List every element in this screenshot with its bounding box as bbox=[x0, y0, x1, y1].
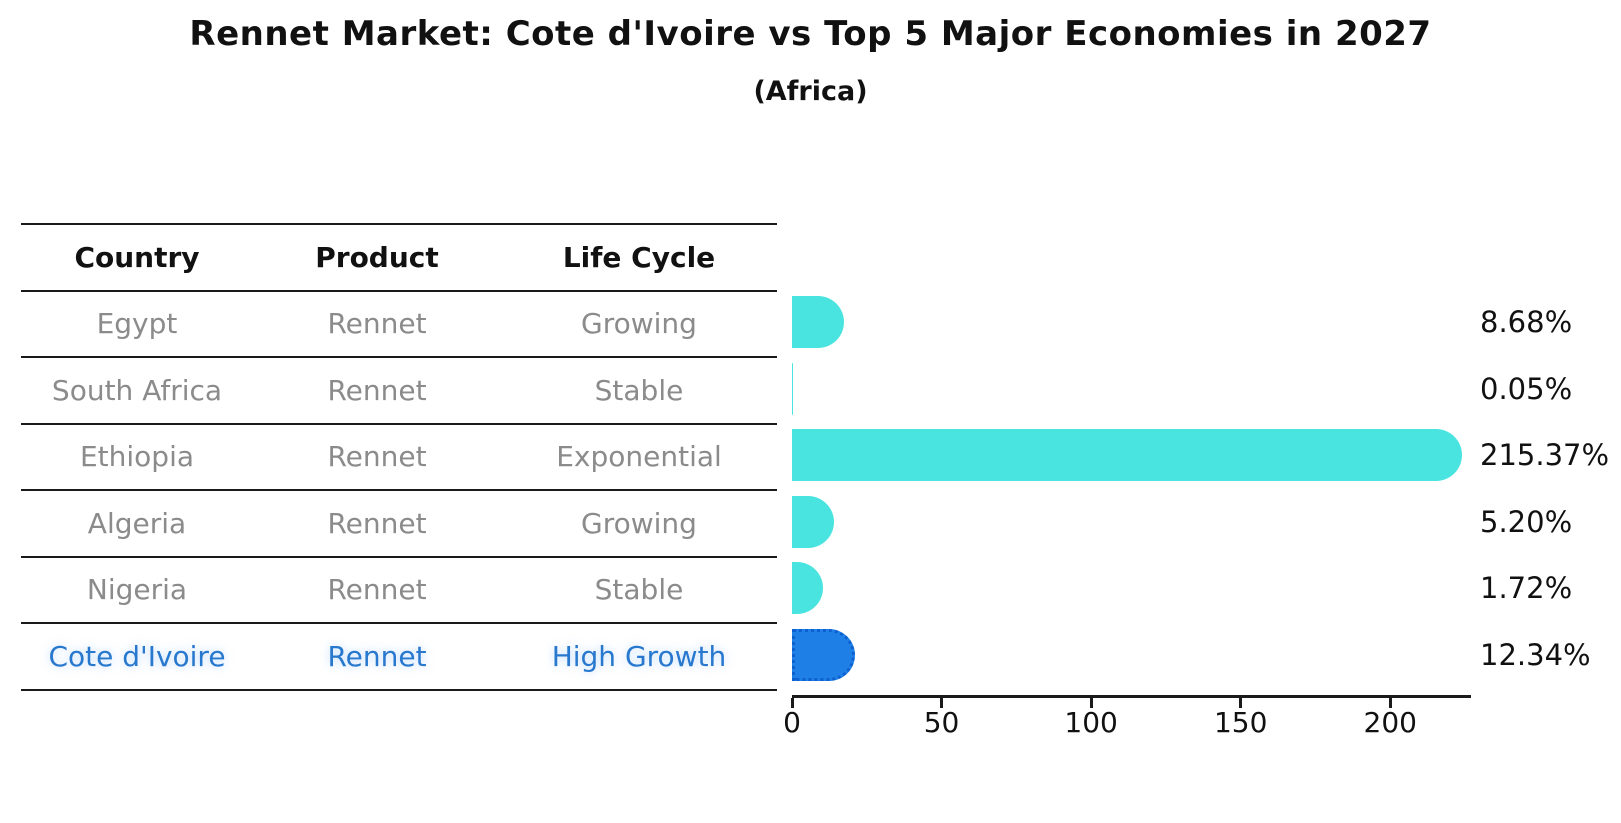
value-label: 5.20% bbox=[1480, 504, 1573, 539]
country-table: Country Product Life Cycle Egypt Rennet … bbox=[21, 223, 777, 691]
x-axis-tick bbox=[1239, 698, 1243, 708]
cell-country: Cote d'Ivoire bbox=[48, 639, 226, 673]
table-row: Ethiopia Rennet Exponential bbox=[21, 425, 777, 491]
cell-life-cycle: Growing bbox=[581, 506, 697, 540]
table-row: South Africa Rennet Stable bbox=[21, 358, 777, 425]
cell-life-cycle: Exponential bbox=[556, 440, 722, 474]
table-row: Algeria Rennet Growing bbox=[21, 491, 777, 558]
cell-country: Algeria bbox=[87, 506, 187, 540]
table-row: Egypt Rennet Growing bbox=[21, 292, 777, 358]
table-row: Nigeria Rennet Stable bbox=[21, 558, 777, 624]
value-label: 1.72% bbox=[1480, 571, 1573, 606]
bar-nigeria bbox=[792, 562, 824, 614]
x-axis-tick-label: 150 bbox=[1213, 706, 1268, 739]
cell-product: Rennet bbox=[327, 440, 427, 474]
value-label: 215.37% bbox=[1480, 438, 1610, 473]
value-label: 8.68% bbox=[1480, 305, 1573, 340]
chart-title: Rennet Market: Cote d'Ivoire vs Top 5 Ma… bbox=[189, 14, 1432, 54]
table-header-row: Country Product Life Cycle bbox=[21, 223, 777, 292]
x-axis-tick bbox=[1089, 698, 1093, 708]
cell-country: South Africa bbox=[51, 373, 223, 407]
cell-life-cycle: High Growth bbox=[551, 639, 727, 673]
cell-life-cycle: Growing bbox=[581, 307, 697, 341]
cell-product: Rennet bbox=[327, 307, 427, 341]
bar-algeria bbox=[792, 495, 834, 548]
value-label: 12.34% bbox=[1480, 637, 1591, 672]
cell-product: Rennet bbox=[327, 639, 427, 673]
cell-country: Nigeria bbox=[86, 573, 188, 607]
x-axis-line bbox=[792, 695, 1471, 698]
bar-egypt bbox=[792, 296, 844, 348]
x-axis-tick bbox=[1388, 698, 1392, 708]
chart-subtitle: (Africa) bbox=[753, 76, 868, 107]
cell-life-cycle: Stable bbox=[594, 573, 684, 607]
cell-country: Ethiopia bbox=[79, 440, 195, 474]
cell-life-cycle: Stable bbox=[594, 373, 684, 407]
value-label: 0.05% bbox=[1480, 371, 1573, 406]
x-axis-tick-label: 100 bbox=[1064, 706, 1118, 739]
cell-product: Rennet bbox=[327, 573, 427, 607]
x-axis-tick bbox=[790, 698, 794, 708]
cell-product: Rennet bbox=[327, 506, 427, 540]
x-axis-tick-label: 0 bbox=[783, 706, 801, 739]
cell-country: Egypt bbox=[96, 307, 178, 341]
x-axis-tick bbox=[940, 698, 944, 708]
x-axis-tick-label: 200 bbox=[1363, 706, 1417, 739]
column-header-life-cycle: Life Cycle bbox=[562, 240, 716, 274]
column-header-product: Product bbox=[315, 240, 439, 274]
bar-cote-divoire bbox=[792, 628, 855, 681]
column-header-country: Country bbox=[74, 240, 200, 274]
table-row-highlight: Cote d'Ivoire Rennet High Growth bbox=[21, 624, 777, 691]
bar-ethiopia bbox=[792, 429, 1463, 481]
x-axis-tick-label: 50 bbox=[923, 706, 960, 739]
cell-product: Rennet bbox=[327, 373, 427, 407]
